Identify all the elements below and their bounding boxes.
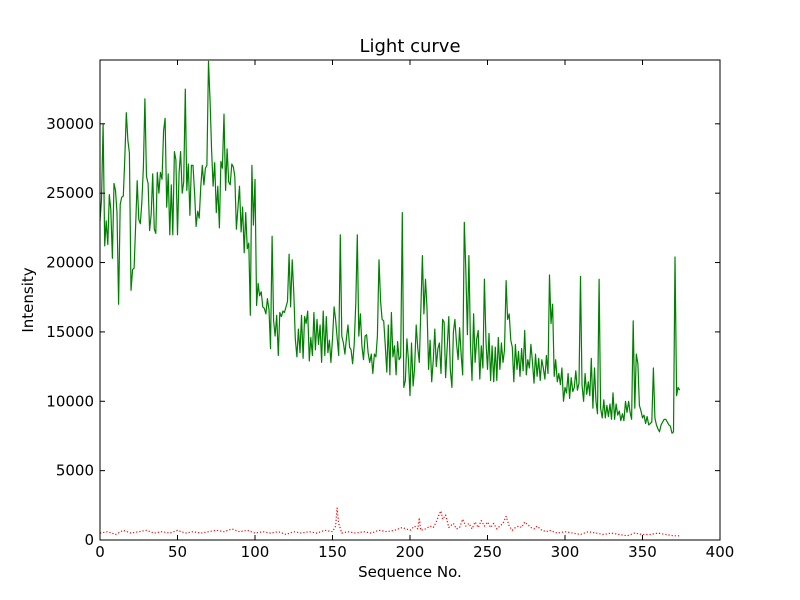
y-tick-label-5: 25000 [46, 184, 94, 202]
y-tick-label-2: 10000 [46, 392, 94, 410]
x-tick-label-1: 50 [168, 543, 187, 561]
y-tick-label-3: 15000 [46, 323, 94, 341]
x-tick-label-2: 100 [241, 543, 270, 561]
plot-frame [99, 59, 721, 541]
y-axis-label: Intensity [19, 267, 37, 332]
y-tick-label-4: 20000 [46, 254, 94, 272]
x-axis-label: Sequence No. [358, 563, 462, 581]
y-tick-label-1: 5000 [56, 462, 94, 480]
x-tick-label-8: 400 [706, 543, 735, 561]
y-tick-label-6: 30000 [46, 115, 94, 133]
plot-area [100, 60, 720, 540]
x-tick-label-6: 300 [551, 543, 580, 561]
chart-title: Light curve [359, 36, 460, 57]
x-tick-label-4: 200 [396, 543, 425, 561]
x-tick-label-0: 0 [95, 543, 105, 561]
y-tick-label-0: 0 [84, 531, 94, 549]
x-tick-label-5: 250 [473, 543, 502, 561]
series-layer [99, 60, 681, 537]
tick-layer: 0 50 100 150 200 250 300 350 400 0 5000 10000 15000 2… [46, 60, 734, 561]
series-line-0 [99, 60, 681, 434]
x-tick-label-7: 350 [628, 543, 657, 561]
x-tick-label-3: 150 [318, 543, 347, 561]
